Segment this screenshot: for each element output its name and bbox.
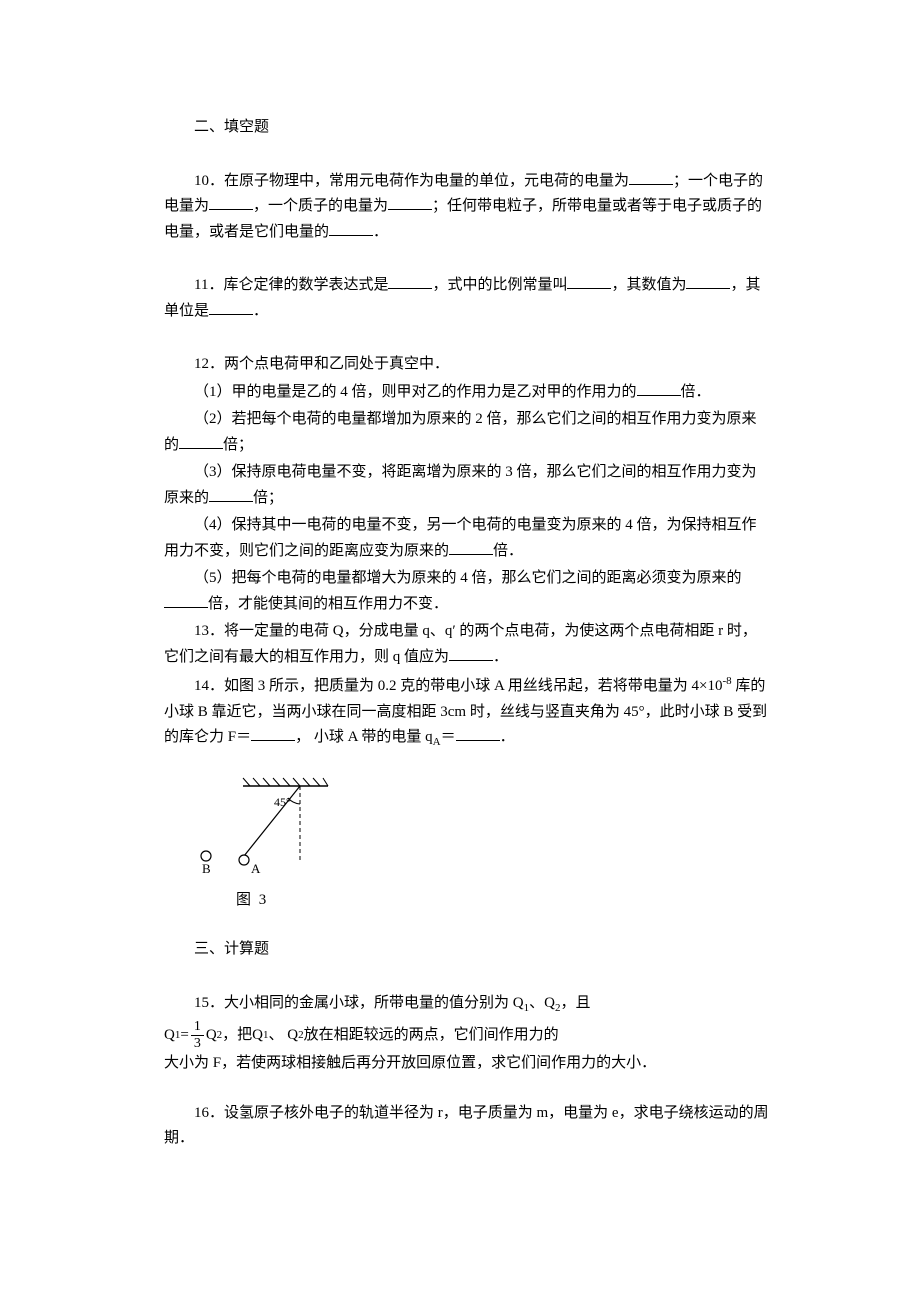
q12p3-b: 倍； (253, 490, 283, 506)
question-13: 13．将一定量的电荷 Q，分成电量 q、q′ 的两个点电荷，为使这两个点电荷相距… (164, 619, 770, 670)
q12p3-blank (209, 486, 253, 502)
q12p1-blank (637, 380, 681, 396)
q11-text-2: ，式中的比例常量叫 (432, 277, 567, 293)
q15-lead: 15．大小相同的金属小球，所带电量的值分别为 Q (194, 995, 524, 1011)
q13-blank (449, 645, 493, 661)
question-12-lead: 12．两个点电荷甲和乙同处于真空中． (164, 352, 770, 378)
section-2-heading: 二、填空题 (164, 115, 770, 141)
q15-eq-eq: = (180, 1023, 188, 1049)
q12p4-blank (449, 539, 493, 555)
q15-frac-num: 1 (191, 1019, 204, 1035)
question-12-part4: （4）保持其中一电荷的电量不变，另一个电荷的电量变为原来的 4 倍，为保持相互作… (164, 513, 770, 564)
q11-text-1: 11．库仑定律的数学表达式是 (194, 277, 388, 293)
q11-blank-4 (209, 299, 253, 315)
q14-subA: A (433, 736, 441, 748)
figure-3-ball-b-label: B (202, 861, 211, 876)
question-15-equation-row: Q1 = 1 3 Q2 ，把Q1 、 Q2 放在相距较远的两点，它们间作用力的 … (164, 1019, 770, 1076)
q12p5-b: 倍，才能使其间的相互作用力不变． (208, 596, 448, 612)
q15-frac-den: 3 (191, 1036, 204, 1051)
q15-mid2: ，且 (560, 995, 590, 1011)
question-12-part3: （3）保持原电荷电量不变，将距离增为原来的 3 倍，那么它们之间的相互作用力变为… (164, 460, 770, 511)
q14-sup: -8 (722, 675, 731, 687)
q10-blank-1 (629, 169, 673, 185)
question-12-part2: （2）若把每个电荷的电量都增加为原来的 2 倍，那么它们之间的相互作用力变为原来… (164, 407, 770, 458)
q15-mid1: 、Q (529, 995, 555, 1011)
q11-blank-1 (388, 273, 432, 289)
question-11: 11．库仑定律的数学表达式是，式中的比例常量叫，其数值为，其单位是． (164, 273, 770, 324)
q14-text-3: ＝ (441, 729, 456, 745)
q11-text-5: ． (253, 303, 268, 319)
q12p5-a: （5）把每个电荷的电量都增大为原来的 4 倍，那么它们之间的距离必须变为原来的 (194, 570, 742, 586)
q12p4-b: 倍． (493, 543, 523, 559)
q10-blank-4 (329, 220, 373, 236)
q14-text-2: ， 小球 A 带的电量 q (295, 729, 433, 745)
q12p2-blank (179, 433, 223, 449)
q10-text-3: ，一个质子的电量为 (253, 198, 388, 214)
question-12-part5: （5）把每个电荷的电量都增大为原来的 4 倍，那么它们之间的距离必须变为原来的倍… (164, 566, 770, 617)
q15-after: ，把Q (222, 1023, 263, 1049)
q10-blank-2 (209, 194, 253, 210)
figure-3-ball-a-label: A (251, 861, 261, 876)
question-16: 16．设氢原子核外电子的轨道半径为 r，电子质量为 m，电量为 e，求电子绕核运… (164, 1101, 770, 1152)
q15-after3: 放在相距较远的两点，它们间作用力的 (304, 1023, 559, 1049)
q12p5-blank (164, 592, 208, 608)
q14-blank-1 (251, 725, 295, 741)
q10-text-1: 10．在原子物理中，常用元电荷作为电量的单位，元电荷的电量为 (194, 173, 629, 189)
q13-text-2: ． (493, 649, 508, 665)
q15-after2: 、 Q (269, 1023, 299, 1049)
figure-3: 45° A B 图 3 (198, 774, 770, 914)
q12p1-b: 倍． (681, 384, 711, 400)
q10-blank-3 (388, 194, 432, 210)
figure-3-angle-label: 45° (274, 795, 291, 809)
q10-text-5: ． (373, 224, 388, 240)
q11-blank-2 (567, 273, 611, 289)
figure-3-caption: 图 3 (236, 888, 770, 914)
q14-text-1: 14．如图 3 所示，把质量为 0.2 克的带电小球 A 用丝线吊起，若将带电量… (194, 678, 722, 694)
question-15-lead: 15．大小相同的金属小球，所带电量的值分别为 Q1、Q2，且 (164, 991, 770, 1018)
question-10: 10．在原子物理中，常用元电荷作为电量的单位，元电荷的电量为；一个电子的电量为，… (164, 169, 770, 246)
q12p1-a: （1）甲的电量是乙的 4 倍，则甲对乙的作用力是乙对甲的作用力的 (194, 384, 637, 400)
figure-3-svg: 45° A B (198, 774, 338, 884)
q15-tail: 大小为 F，若使两球相接触后再分开放回原位置，求它们间作用力的大小． (164, 1051, 656, 1077)
question-14: 14．如图 3 所示，把质量为 0.2 克的带电小球 A 用丝线吊起，若将带电量… (164, 672, 770, 752)
q12p2-b: 倍； (223, 437, 253, 453)
q15-fraction: 1 3 (191, 1019, 204, 1051)
question-12-part1: （1）甲的电量是乙的 4 倍，则甲对乙的作用力是乙对甲的作用力的 倍． (164, 380, 770, 406)
q14-text-4: ． (500, 729, 515, 745)
q15-eq-Q2: Q (206, 1023, 217, 1049)
q11-blank-3 (686, 273, 730, 289)
q15-eq-Q1: Q (164, 1023, 175, 1049)
q11-text-3: ，其数值为 (611, 277, 686, 293)
q14-blank-2 (456, 725, 500, 741)
section-3-heading: 三、计算题 (164, 937, 770, 963)
